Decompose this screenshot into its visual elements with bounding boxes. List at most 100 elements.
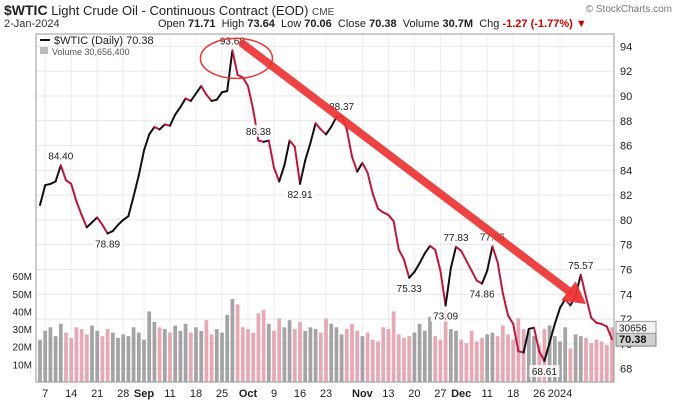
price-segment — [423, 244, 431, 255]
volume-bar — [438, 339, 443, 382]
volume-bar — [396, 334, 401, 382]
volume-bar — [100, 336, 105, 382]
price-segment — [174, 106, 182, 116]
volume-bar — [183, 323, 188, 382]
x-tick-label: 18 — [507, 388, 519, 400]
price-segment — [143, 133, 151, 152]
y-tick-label: 80 — [620, 215, 632, 227]
symbol: $WTIC — [4, 2, 48, 18]
volume-bar — [58, 323, 63, 382]
x-tick-label: 18 — [190, 388, 202, 400]
current-value-label: 70.38 — [619, 334, 647, 346]
price-segment — [449, 245, 457, 270]
volume-tick-label: 50M — [13, 290, 32, 301]
volume-bar — [500, 325, 505, 382]
volume-bar — [90, 325, 94, 382]
volume-bar — [48, 327, 53, 382]
volume-bar — [511, 339, 516, 382]
volume-bar — [610, 327, 614, 382]
volume-bar — [162, 329, 167, 382]
volume-bar — [532, 336, 536, 382]
volume-bar — [266, 323, 271, 382]
price-segment — [403, 258, 411, 279]
quote-date: 2-Jan-2024 — [4, 18, 60, 30]
price-segment — [356, 161, 364, 173]
volume-bar — [188, 332, 193, 382]
volume-bar — [105, 329, 110, 382]
volume-bar — [136, 332, 141, 382]
price-segment — [309, 122, 317, 145]
x-tick-label: 7 — [42, 388, 48, 400]
price-segment — [319, 128, 327, 136]
annotation-label: 78.89 — [95, 240, 120, 251]
annotation-label: 74.86 — [469, 290, 494, 301]
volume-bar — [173, 325, 178, 382]
annotation-bg — [285, 187, 315, 200]
volume-tick-label: 10M — [13, 360, 32, 371]
low-label: Low — [280, 18, 302, 30]
price-segment — [283, 139, 291, 167]
volume-bar — [599, 341, 604, 382]
volume-bar — [178, 330, 183, 382]
price-segment — [314, 122, 322, 131]
y-tick-label: 88 — [620, 116, 632, 128]
price-segment — [65, 179, 73, 185]
price-segment — [538, 350, 546, 363]
price-segment — [351, 155, 359, 173]
volume-bar — [433, 336, 438, 382]
price-segment — [434, 248, 442, 272]
volume-bar — [199, 330, 204, 382]
annotation-label: 77.83 — [443, 233, 468, 244]
change-label: Chg — [479, 18, 500, 30]
price-segment — [460, 249, 468, 262]
volume-bar — [261, 309, 266, 382]
volume-bar — [152, 322, 157, 382]
price-segment — [117, 218, 125, 226]
volume-bar — [448, 329, 453, 382]
annotation-label: 88.37 — [329, 102, 354, 113]
y-tick-label: 94 — [620, 41, 632, 53]
price-segment — [486, 245, 494, 272]
volume-bar — [490, 332, 495, 382]
price-segment — [148, 125, 156, 136]
volume-bar — [381, 327, 386, 382]
annotation-bg — [430, 309, 461, 322]
price-segment — [91, 216, 99, 224]
price-segment — [491, 245, 499, 264]
volume-bar — [110, 332, 115, 382]
price-segment — [465, 259, 473, 272]
volume-bar — [428, 316, 432, 382]
change-value: -1.27 (-1.77%) — [502, 18, 573, 30]
volume-bar — [116, 337, 120, 382]
volume-bar — [240, 327, 245, 382]
volume-bar — [292, 329, 297, 382]
instrument-name: Light Crude Oil - Continuous Contract (E… — [51, 3, 309, 18]
price-segment — [54, 164, 62, 183]
volume-bar — [407, 336, 412, 382]
volume-bar — [246, 329, 250, 382]
volume-bar — [168, 332, 172, 382]
price-segment — [39, 184, 47, 207]
price-segment — [553, 306, 561, 325]
volume-bar — [79, 329, 84, 382]
high-label: High — [221, 18, 245, 30]
volume-bar — [272, 330, 276, 382]
volume-bar — [225, 314, 230, 382]
volume-tick-label: 20M — [13, 343, 32, 354]
volume-bar — [287, 320, 292, 382]
price-segment — [122, 215, 130, 221]
volume-bar — [422, 330, 427, 382]
x-tick-label: 14 — [65, 388, 77, 400]
volume-bar — [308, 327, 313, 382]
legend-volume: Volume 30,656,400 — [52, 47, 130, 57]
price-segment — [127, 195, 135, 218]
y-tick-label: 78 — [620, 240, 632, 252]
annotation-bg — [243, 124, 274, 137]
price-segment — [169, 113, 177, 127]
volume-bar — [313, 329, 318, 382]
volume-bar — [537, 344, 542, 382]
volume-bar — [220, 332, 224, 382]
volume-bar — [412, 332, 417, 382]
volume-bar — [495, 336, 500, 382]
price-segment — [590, 316, 598, 324]
